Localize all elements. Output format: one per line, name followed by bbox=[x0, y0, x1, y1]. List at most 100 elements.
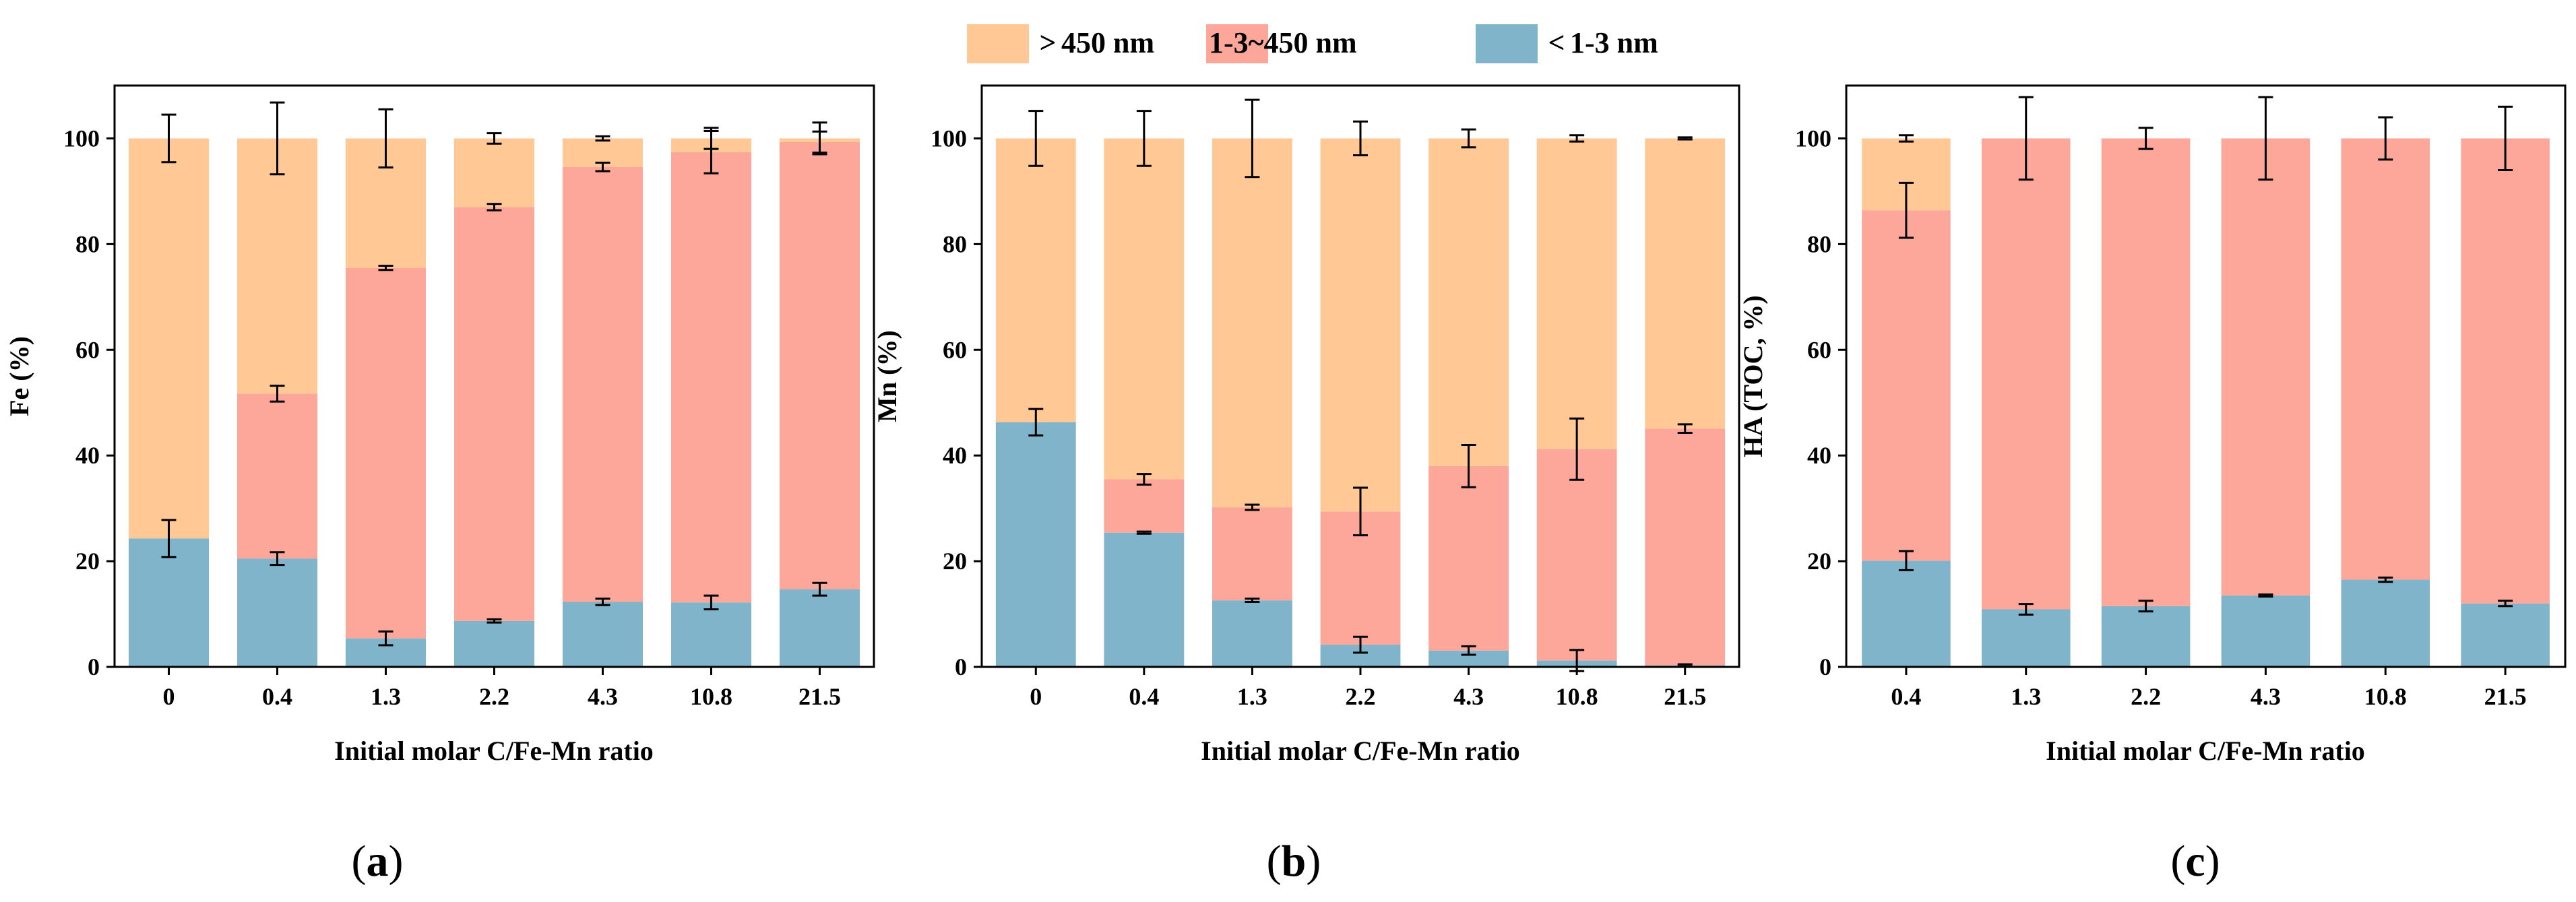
bar--1-3-nm-4.3 bbox=[2221, 595, 2311, 667]
bar--450-nm-4.3 bbox=[1428, 138, 1509, 466]
bar--450-nm-2.2 bbox=[453, 138, 535, 207]
y-tick-label: 80 bbox=[75, 230, 100, 257]
legend-symbol-0: > bbox=[1039, 26, 1056, 59]
legend-swatch-0 bbox=[967, 24, 1029, 63]
bar--1-3-nm-1.3 bbox=[1981, 609, 2071, 667]
bar--1-3-nm-0.4 bbox=[237, 558, 318, 667]
y-axis-label: Mn (%) bbox=[872, 330, 902, 422]
legend-symbol-2: < bbox=[1548, 26, 1565, 59]
x-tick-label: 1.3 bbox=[1237, 683, 1267, 710]
bar-1-3-450-nm-1.3 bbox=[1212, 507, 1292, 601]
bar-1-3-450-nm-4.3 bbox=[562, 166, 643, 602]
x-tick-label: 1.3 bbox=[2011, 683, 2041, 710]
x-axis-label: Initial molar C/Fe-Mn ratio bbox=[1201, 736, 1520, 766]
x-axis-label: Initial molar C/Fe-Mn ratio bbox=[334, 736, 654, 766]
x-tick-label: 4.3 bbox=[588, 683, 618, 710]
legend-swatch-2 bbox=[1476, 24, 1538, 63]
y-axis-label: Fe (%) bbox=[4, 336, 34, 416]
bar--450-nm-21.5 bbox=[1645, 138, 1726, 429]
panel-caption: (c) bbox=[2170, 837, 2220, 886]
bar-1-3-450-nm-21.5 bbox=[779, 141, 860, 589]
y-tick-label: 80 bbox=[943, 230, 967, 257]
bar-1-3-450-nm-1.3 bbox=[1981, 138, 2071, 610]
x-axis-label: Initial molar C/Fe-Mn ratio bbox=[2046, 736, 2365, 766]
panels: 0 20 40 60 80 100 0 0.4 1.3 2.2 4.3 10.8 21.5 Fe (%) I… bbox=[4, 84, 2567, 886]
y-tick-label: 60 bbox=[1807, 336, 1831, 363]
panel-3: 0 20 40 60 80 100 0.4 1.3 2.2 4.3 10.8 21.5 HA (TOC,… bbox=[1738, 84, 2567, 886]
x-tick-label: 2.2 bbox=[1346, 683, 1376, 710]
legend-swatch-1 bbox=[1206, 24, 1268, 63]
x-tick-label: 0.4 bbox=[1891, 683, 1921, 710]
bar--450-nm-0.4 bbox=[1104, 138, 1185, 480]
y-tick-label: 80 bbox=[1807, 230, 1831, 257]
x-tick-label: 4.3 bbox=[1453, 683, 1484, 710]
x-tick-label: 0.4 bbox=[1129, 683, 1159, 710]
bar-1-3-450-nm-10.8 bbox=[1536, 449, 1617, 661]
bar--1-3-nm-10.8 bbox=[2341, 579, 2430, 667]
legend: >450 nm 1-3~450 nm <1-3 nm bbox=[967, 24, 1658, 63]
bar-1-3-450-nm-21.5 bbox=[1645, 428, 1726, 666]
bar--1-3-nm-0 bbox=[995, 422, 1076, 667]
bar--1-3-nm-2.2 bbox=[2101, 606, 2191, 667]
bar--450-nm-10.8 bbox=[1536, 138, 1617, 449]
y-tick-label: 0 bbox=[955, 653, 967, 680]
x-tick-label: 2.2 bbox=[479, 683, 509, 710]
x-tick-label: 21.5 bbox=[2484, 683, 2527, 710]
y-tick-label: 40 bbox=[943, 442, 967, 469]
x-tick-label: 2.2 bbox=[2131, 683, 2161, 710]
bar-1-3-450-nm-4.3 bbox=[1428, 465, 1509, 651]
x-tick-label: 10.8 bbox=[690, 683, 732, 710]
x-tick-label: 4.3 bbox=[2251, 683, 2281, 710]
y-tick-label: 100 bbox=[63, 125, 100, 152]
legend-label-2: 1-3 nm bbox=[1570, 26, 1658, 59]
plot-frame bbox=[1845, 84, 2567, 668]
bar-1-3-450-nm-2.2 bbox=[453, 207, 535, 621]
bar-1-3-450-nm-0.4 bbox=[237, 393, 318, 559]
y-tick-label: 60 bbox=[943, 336, 967, 363]
bar-1-3-450-nm-10.8 bbox=[2341, 138, 2430, 580]
x-tick-label: 0.4 bbox=[262, 683, 292, 710]
y-tick-label: 100 bbox=[1795, 125, 1831, 152]
x-tick-label: 0 bbox=[1030, 683, 1042, 710]
y-tick-label: 40 bbox=[75, 442, 100, 469]
plot-frame bbox=[113, 84, 875, 668]
bar--1-3-nm-21.5 bbox=[2461, 603, 2550, 667]
panel-2: 0 20 40 60 80 100 0 0.4 1.3 2.2 4.3 10.8 21.5 Mn (%) I… bbox=[872, 84, 1740, 886]
bar--1-3-nm-10.8 bbox=[670, 602, 752, 667]
bar--1-3-nm-1.3 bbox=[1212, 600, 1292, 667]
x-tick-label: 21.5 bbox=[1664, 683, 1706, 710]
bar--1-3-nm-0.4 bbox=[1862, 560, 1951, 667]
bar--450-nm-1.3 bbox=[1212, 138, 1292, 508]
y-tick-label: 40 bbox=[1807, 442, 1831, 469]
panel-caption: (b) bbox=[1267, 837, 1321, 886]
bar--450-nm-2.2 bbox=[1320, 138, 1401, 512]
bar--1-3-nm-0.4 bbox=[1104, 532, 1185, 667]
bar-1-3-450-nm-4.3 bbox=[2221, 138, 2311, 596]
x-tick-label: 1.3 bbox=[371, 683, 401, 710]
bar--1-3-nm-2.2 bbox=[453, 620, 535, 667]
plot-frame bbox=[980, 84, 1740, 668]
bar-1-3-450-nm-0.4 bbox=[1862, 210, 1951, 561]
panel-caption: (a) bbox=[352, 837, 404, 886]
x-tick-label: 10.8 bbox=[1556, 683, 1598, 710]
y-tick-label: 100 bbox=[931, 125, 967, 152]
bar-1-3-450-nm-0.4 bbox=[1104, 479, 1185, 533]
y-tick-label: 20 bbox=[1807, 548, 1831, 575]
bar--450-nm-0 bbox=[995, 138, 1076, 422]
x-tick-label: 0 bbox=[163, 683, 175, 710]
bar--1-3-nm-4.3 bbox=[562, 602, 643, 667]
x-tick-label: 10.8 bbox=[2364, 683, 2407, 710]
bar--450-nm-0 bbox=[128, 138, 210, 539]
bar--450-nm-0.4 bbox=[237, 138, 318, 394]
bar--1-3-nm-21.5 bbox=[779, 589, 860, 667]
y-tick-label: 0 bbox=[88, 653, 100, 680]
legend-label-1: 1-3~450 nm bbox=[1209, 26, 1357, 59]
y-tick-label: 0 bbox=[1819, 653, 1831, 680]
bar-1-3-450-nm-2.2 bbox=[2101, 138, 2191, 606]
legend-label-0: 450 nm bbox=[1061, 26, 1154, 59]
panel-1: 0 20 40 60 80 100 0 0.4 1.3 2.2 4.3 10.8 21.5 Fe (%) I… bbox=[4, 84, 875, 886]
x-tick-label: 21.5 bbox=[798, 683, 841, 710]
bar-1-3-450-nm-1.3 bbox=[345, 267, 427, 639]
bar-1-3-450-nm-10.8 bbox=[670, 152, 752, 603]
